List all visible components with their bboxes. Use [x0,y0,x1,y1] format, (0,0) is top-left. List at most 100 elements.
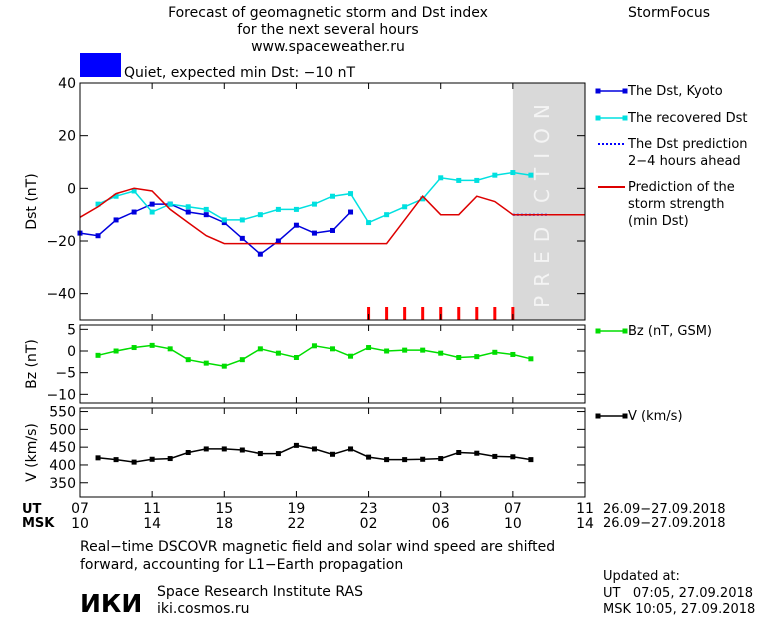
ut-tick-label: 07 [504,501,522,517]
data-point [330,346,335,352]
y-tick-label: −10 [46,387,76,403]
data-point [275,350,281,356]
data-point [149,456,155,462]
y-tick-label: 0 [67,344,76,360]
data-point [95,455,101,461]
data-point [131,345,137,351]
data-point [221,220,227,226]
data-point [149,209,155,215]
data-point [257,346,263,352]
msk-tick-label: 06 [432,516,450,532]
series-line [97,171,532,224]
data-point [293,355,299,360]
data-point [95,352,101,358]
data-point [510,351,516,357]
data-point [131,209,137,215]
data-point [149,342,155,348]
data-point [348,353,354,359]
data-point [113,348,119,354]
series-line [80,203,352,256]
data-point [293,206,299,212]
legend-marker [595,413,601,419]
msk-tick-label: 14 [143,516,161,532]
y-tick-label: 0 [67,181,76,197]
data-point [113,217,119,223]
y-tick-label: 20 [58,129,76,145]
data-point [420,196,426,202]
data-point [510,454,516,460]
data-point [402,457,408,463]
data-point [257,212,263,218]
ut-tick-label: 19 [288,501,306,517]
data-point [221,363,227,369]
legend-label: The Dst prediction [627,137,748,152]
msk-tick-label: 02 [360,516,378,532]
title-line-2: for the next several hours [237,22,418,38]
updated-label: Updated at: [603,569,680,584]
data-point [311,201,317,207]
y-tick-label: 550 [49,405,76,421]
legend-label: Bz (nT, GSM) [628,324,712,339]
y-tick-label: 5 [67,322,76,338]
dst-panel: PREDICTION 40 20 0 −20 −40 Dst (nT) The Dst, Ky… [24,76,748,321]
data-point [221,217,227,223]
series-line [97,344,532,367]
y-tick-label: −20 [46,234,76,250]
msk-tick-label: 10 [71,516,89,532]
data-point [438,175,444,181]
data-point [492,453,498,459]
data-point [131,459,137,465]
iki-logo: ИКИ [80,589,142,618]
data-point [366,454,372,460]
data-point [275,238,281,244]
data-point [456,355,462,360]
institute-site: iki.cosmos.ru [157,601,249,617]
legend-marker [622,115,628,121]
data-point [203,206,209,212]
data-point [330,227,335,233]
data-point [492,349,498,355]
data-point [528,172,534,178]
msk-tick-label: 10 [504,516,522,532]
data-point [402,347,408,353]
legend-marker [595,115,601,121]
y-tick-label: −40 [46,287,76,303]
legend-marker [595,328,601,334]
data-point [438,350,444,356]
panel-frame [79,407,586,498]
legend-label: The Dst, Kyoto [627,84,723,99]
institute-name: Space Research Institute RAS [157,584,363,600]
ut-axis-label: UT [22,502,42,517]
msk-tick-label: 14 [576,516,594,532]
data-point [239,217,245,223]
series-line [80,187,585,245]
data-point [330,451,335,457]
ut-tick-label: 03 [432,501,450,517]
data-point [456,177,462,183]
data-point [95,201,101,207]
y-tick-label: 500 [49,422,76,438]
title-url: www.spaceweather.ru [251,39,405,55]
data-point [348,209,354,215]
data-point [438,456,444,462]
legend-label: Prediction of the [628,180,735,195]
brand-name: StormFocus [628,5,710,21]
ut-tick-label: 15 [215,501,233,517]
ut-date-range: 26.09−27.09.2018 [603,502,726,517]
data-point [311,446,317,452]
data-point [474,354,480,360]
quiet-indicator-swatch [80,53,121,77]
prediction-region [512,83,585,320]
legend-label: The recovered Dst [627,111,747,126]
data-point [239,357,245,363]
data-point [384,212,390,218]
msk-tick-label: 18 [215,516,233,532]
quiet-status-label: Quiet, expected min Dst: −10 nT [124,65,356,81]
y-tick-label: 40 [58,76,76,92]
legend-label: (min Dst) [628,214,689,229]
data-point [149,201,155,207]
time-axis: UT MSK 26.09−27.09.2018 26.09−27.09.2018… [22,501,726,532]
updated-msk: MSK 10:05, 27.09.2018 [603,602,755,617]
data-point [167,456,173,462]
